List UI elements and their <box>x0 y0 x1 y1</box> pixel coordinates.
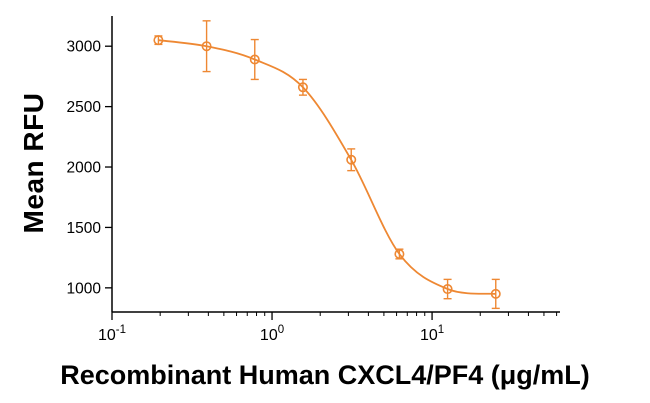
y-axis-title: Mean RFU <box>18 92 49 234</box>
svg-text:2500: 2500 <box>67 99 102 116</box>
svg-text:2000: 2000 <box>67 160 102 177</box>
x-axis-title: Recombinant Human CXCL4/PF4 (μg/mL) <box>60 360 590 390</box>
svg-text:100: 100 <box>260 324 284 344</box>
svg-text:101: 101 <box>420 324 444 344</box>
svg-text:3000: 3000 <box>67 39 102 56</box>
svg-text:10-1: 10-1 <box>98 324 126 344</box>
svg-text:1500: 1500 <box>67 220 102 237</box>
svg-text:1000: 1000 <box>67 280 102 297</box>
